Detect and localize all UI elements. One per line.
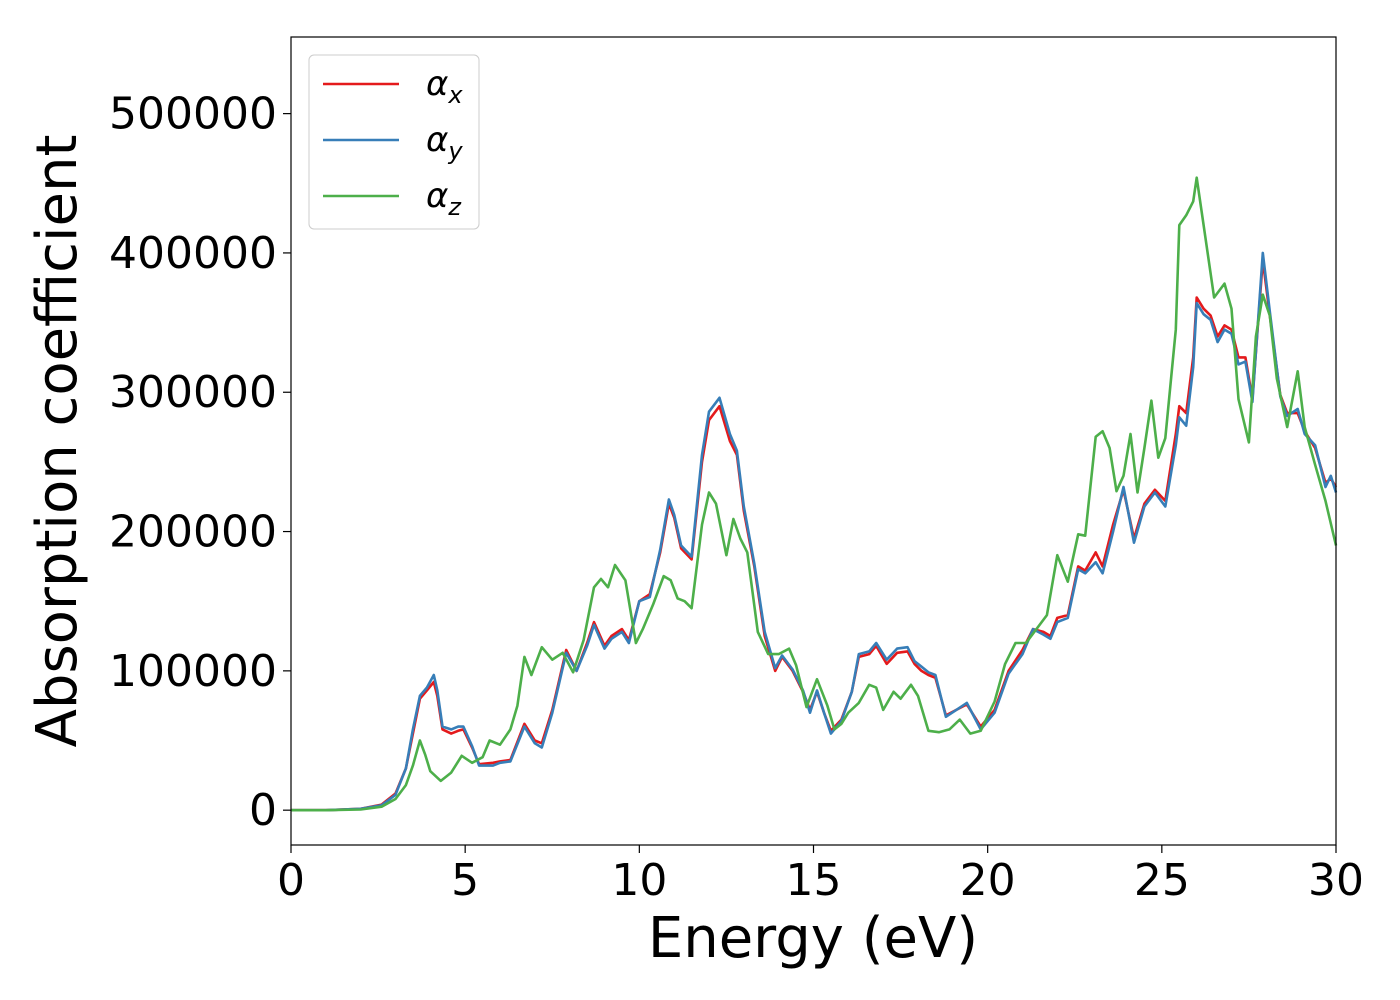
legend: αx αy αz	[308, 54, 480, 230]
series-layer	[291, 176, 1338, 812]
y-tick-label: 500000	[109, 89, 277, 140]
y-tick-label: 400000	[109, 228, 277, 279]
y-tick-label: 300000	[109, 367, 277, 418]
y-tick-label: 100000	[109, 646, 277, 697]
y-tick-label: 200000	[109, 507, 277, 558]
y-axis-title: Absorption coefficient	[25, 135, 90, 748]
x-tick-label: 5	[451, 855, 479, 906]
x-axis-title: Energy (eV)	[648, 906, 978, 971]
x-tick-label: 15	[786, 855, 842, 906]
y-tick-label: 0	[249, 785, 277, 836]
legend-box	[308, 54, 480, 230]
legend-label-alpha-z: αz	[426, 176, 462, 221]
series-line-alpha-z	[291, 176, 1338, 812]
x-tick-label: 25	[1134, 855, 1190, 906]
x-axis-ticks: 0 5 10 15 20 25 30	[277, 845, 1364, 906]
x-tick-label: 30	[1308, 855, 1364, 906]
x-tick-label: 0	[277, 855, 305, 906]
legend-label-alpha-x: αx	[426, 64, 463, 109]
legend-label-alpha-y: αy	[426, 120, 463, 165]
x-tick-label: 10	[611, 855, 667, 906]
y-axis-ticks: 0 100000 200000 300000 400000 500000	[109, 89, 291, 836]
x-tick-label: 20	[960, 855, 1016, 906]
series-line-alpha-y	[291, 251, 1338, 812]
